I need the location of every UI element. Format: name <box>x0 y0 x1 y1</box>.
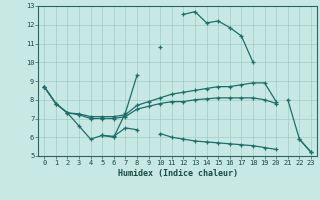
X-axis label: Humidex (Indice chaleur): Humidex (Indice chaleur) <box>118 169 238 178</box>
